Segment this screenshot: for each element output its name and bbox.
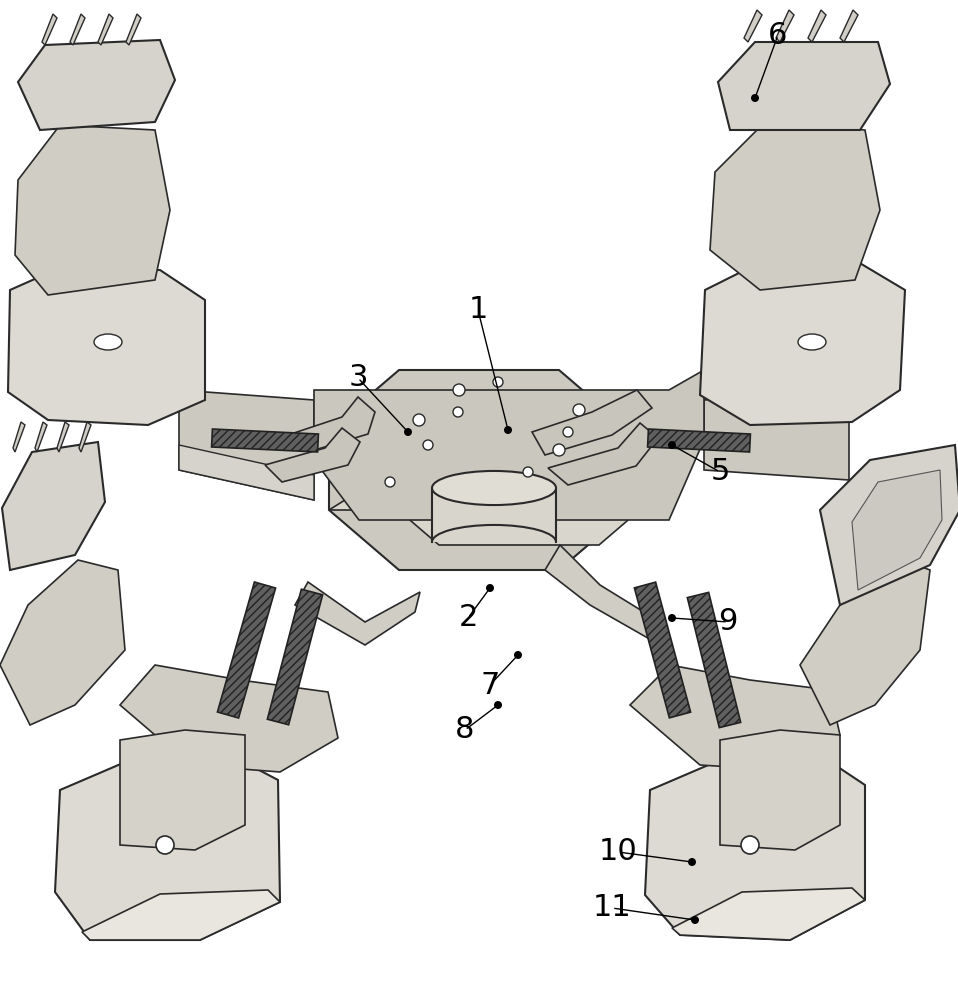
Polygon shape [267, 589, 323, 725]
Circle shape [514, 651, 522, 659]
Circle shape [668, 441, 676, 449]
Text: 2: 2 [458, 603, 478, 633]
Polygon shape [820, 445, 958, 605]
Circle shape [523, 467, 533, 477]
Circle shape [668, 614, 676, 622]
Polygon shape [82, 890, 280, 940]
Circle shape [563, 427, 573, 437]
Text: 11: 11 [593, 894, 631, 922]
Polygon shape [744, 10, 762, 42]
Circle shape [751, 94, 759, 102]
Text: 6: 6 [768, 20, 787, 49]
Polygon shape [648, 429, 750, 452]
Polygon shape [704, 390, 849, 480]
Polygon shape [42, 14, 57, 45]
Polygon shape [13, 422, 25, 452]
Polygon shape [120, 730, 245, 850]
Polygon shape [645, 760, 865, 940]
Polygon shape [15, 125, 170, 295]
Circle shape [741, 836, 759, 854]
Polygon shape [212, 429, 318, 452]
Polygon shape [852, 470, 942, 590]
Circle shape [156, 836, 174, 854]
Polygon shape [79, 422, 91, 452]
Polygon shape [532, 390, 652, 455]
Circle shape [573, 404, 585, 416]
Polygon shape [179, 390, 314, 500]
Text: 5: 5 [710, 458, 730, 487]
Polygon shape [710, 122, 880, 290]
Text: 7: 7 [480, 670, 500, 700]
Polygon shape [314, 370, 704, 520]
Polygon shape [634, 582, 691, 718]
Polygon shape [687, 592, 741, 728]
Polygon shape [295, 582, 420, 645]
Polygon shape [18, 40, 175, 130]
Polygon shape [57, 422, 69, 452]
Polygon shape [329, 370, 629, 570]
Polygon shape [776, 10, 794, 42]
Ellipse shape [94, 334, 122, 350]
Polygon shape [55, 760, 280, 940]
Circle shape [486, 584, 494, 592]
Polygon shape [720, 730, 840, 850]
Polygon shape [126, 14, 141, 45]
Polygon shape [840, 10, 858, 42]
Text: 1: 1 [468, 296, 488, 324]
Circle shape [691, 916, 699, 924]
Ellipse shape [798, 334, 826, 350]
Circle shape [493, 377, 503, 387]
Polygon shape [700, 262, 905, 425]
Text: 9: 9 [718, 607, 738, 637]
Polygon shape [217, 582, 276, 718]
Polygon shape [179, 445, 314, 500]
Polygon shape [808, 10, 826, 42]
Polygon shape [8, 270, 205, 425]
Circle shape [423, 440, 433, 450]
Polygon shape [35, 422, 47, 452]
Circle shape [453, 407, 463, 417]
Polygon shape [288, 397, 375, 452]
Polygon shape [265, 428, 360, 482]
Polygon shape [630, 665, 840, 770]
Polygon shape [672, 888, 865, 940]
Polygon shape [800, 555, 930, 725]
Circle shape [404, 428, 412, 436]
Circle shape [413, 414, 425, 426]
Polygon shape [98, 14, 113, 45]
Circle shape [553, 444, 565, 456]
Polygon shape [432, 488, 556, 542]
Circle shape [688, 858, 696, 866]
Polygon shape [545, 545, 665, 645]
Polygon shape [718, 42, 890, 130]
Ellipse shape [432, 471, 556, 505]
Circle shape [494, 701, 502, 709]
Polygon shape [548, 423, 658, 485]
Circle shape [504, 426, 512, 434]
Polygon shape [329, 485, 669, 545]
Text: 8: 8 [455, 716, 475, 744]
Polygon shape [0, 560, 125, 725]
Text: 3: 3 [349, 363, 368, 392]
Polygon shape [2, 442, 105, 570]
Circle shape [453, 384, 465, 396]
Text: 10: 10 [599, 838, 637, 866]
Polygon shape [70, 14, 85, 45]
Circle shape [385, 477, 395, 487]
Polygon shape [120, 665, 338, 772]
